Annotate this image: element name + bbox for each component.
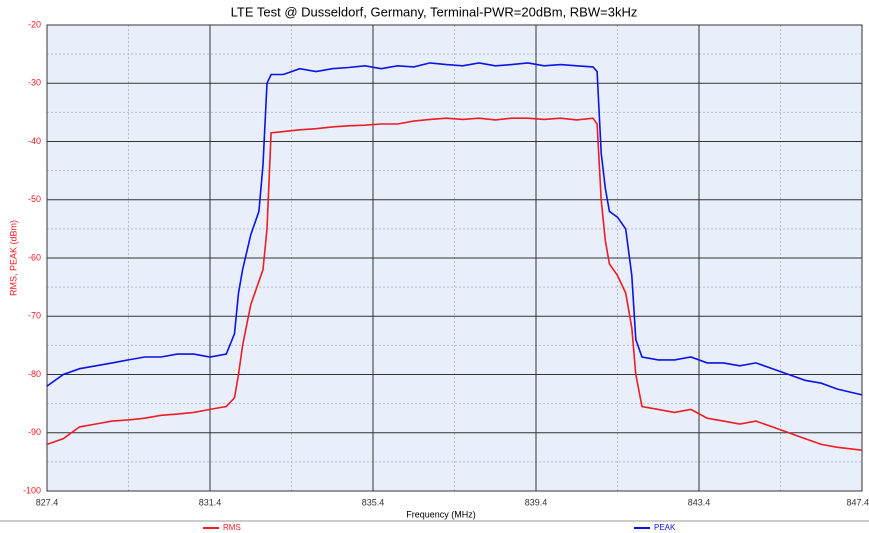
y-tick-label: -80: [28, 369, 41, 379]
x-tick-label: 827.4: [36, 497, 59, 507]
y-tick-label: -60: [28, 252, 41, 262]
x-tick-label: 843.4: [688, 497, 711, 507]
x-axis-label: Frequency (MHz): [406, 509, 476, 519]
data-line: [46, 62, 863, 396]
y-tick-label: -30: [28, 78, 41, 88]
data-line: [46, 117, 863, 451]
y-tick-label: -50: [28, 194, 41, 204]
x-tick-label: 831.4: [199, 497, 222, 507]
y-tick-label: -40: [28, 136, 41, 146]
x-tick-label: 835.4: [362, 497, 385, 507]
y-tick-label: -100: [23, 485, 41, 495]
chart-title: LTE Test @ Dusseldorf, Germany, Terminal…: [231, 4, 638, 19]
y-tick-label: -70: [28, 311, 41, 321]
y-axis-label: RMS, PEAK (dBm): [8, 220, 18, 296]
y-tick-label: -20: [28, 19, 41, 29]
legend-label: RMS: [223, 523, 241, 532]
x-tick-label: 839.4: [525, 497, 548, 507]
plot-frame: [46, 24, 863, 492]
x-tick-label: 847.4: [846, 497, 869, 507]
y-tick-label: -90: [28, 427, 41, 437]
legend-label: PEAK: [654, 523, 676, 532]
